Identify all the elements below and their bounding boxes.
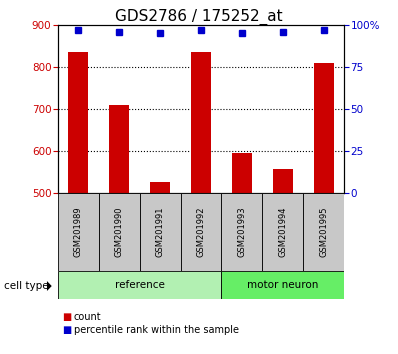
Bar: [150, 182, 170, 193]
Bar: [58, 193, 99, 271]
Text: GSM201992: GSM201992: [197, 207, 205, 257]
Text: GSM201990: GSM201990: [115, 207, 124, 257]
Bar: [191, 52, 211, 193]
Bar: [273, 169, 293, 193]
Bar: [109, 105, 129, 193]
Text: GSM201989: GSM201989: [74, 206, 83, 257]
Bar: [232, 153, 252, 193]
Text: ■: ■: [62, 312, 71, 322]
Text: GSM201994: GSM201994: [278, 207, 287, 257]
Bar: [58, 271, 221, 299]
Bar: [262, 193, 303, 271]
Bar: [99, 193, 140, 271]
Bar: [68, 52, 88, 193]
Text: GSM201995: GSM201995: [319, 207, 328, 257]
Bar: [140, 193, 181, 271]
Bar: [221, 193, 262, 271]
Text: count: count: [74, 312, 101, 322]
Bar: [303, 193, 344, 271]
Text: GDS2786 / 175252_at: GDS2786 / 175252_at: [115, 9, 283, 25]
Text: cell type: cell type: [4, 281, 49, 291]
Text: motor neuron: motor neuron: [247, 280, 318, 290]
Bar: [314, 63, 334, 193]
Bar: [181, 193, 221, 271]
Bar: [221, 271, 344, 299]
Text: percentile rank within the sample: percentile rank within the sample: [74, 325, 239, 335]
Text: GSM201991: GSM201991: [156, 207, 164, 257]
Text: GSM201993: GSM201993: [238, 206, 246, 257]
Text: reference: reference: [115, 280, 164, 290]
Text: ■: ■: [62, 325, 71, 335]
